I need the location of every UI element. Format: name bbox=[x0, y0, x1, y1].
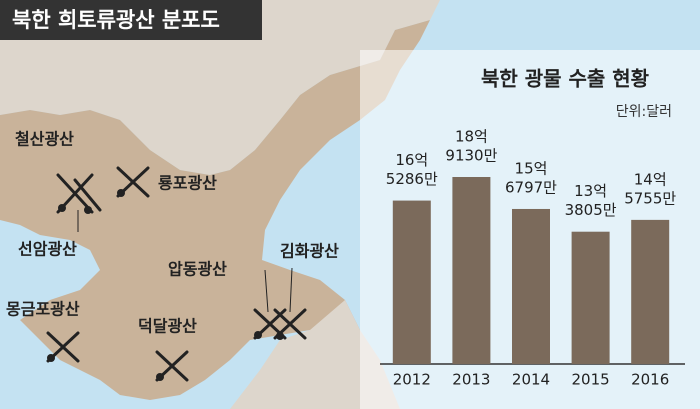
mine-label: 철산광산 bbox=[15, 130, 74, 149]
unit-label: 단위:달러 bbox=[616, 104, 672, 120]
mine-icon bbox=[116, 166, 150, 198]
mine-icon bbox=[46, 331, 80, 363]
x-tick-label: 2012 bbox=[393, 371, 431, 389]
leader-line bbox=[264, 269, 269, 313]
value-label: 13억 bbox=[574, 182, 607, 200]
x-tick-label: 2014 bbox=[512, 371, 550, 389]
bar bbox=[571, 231, 610, 364]
value-label: 6797만 bbox=[505, 178, 557, 196]
chart-title: 북한 광물 수출 현황 bbox=[481, 67, 650, 91]
mine-icon bbox=[155, 350, 189, 382]
bar bbox=[452, 177, 491, 364]
value-label: 18억 bbox=[455, 128, 488, 146]
value-label: 14억 bbox=[634, 170, 667, 188]
value-label: 3805만 bbox=[565, 201, 617, 219]
mine-label: 몽금포광산 bbox=[6, 300, 80, 319]
mine-label: 압동광산 bbox=[168, 260, 227, 279]
north-korea bbox=[0, 0, 440, 400]
bar bbox=[392, 200, 431, 364]
mine-icon bbox=[253, 308, 307, 340]
mine-label: 덕달광산 bbox=[138, 317, 197, 336]
value-label: 5755만 bbox=[624, 189, 676, 207]
mine-label: 김화광산 bbox=[280, 242, 339, 261]
value-label: 16억 bbox=[395, 151, 428, 169]
bar bbox=[512, 208, 550, 364]
x-tick-label: 2016 bbox=[631, 371, 669, 389]
x-tick-label: 2015 bbox=[572, 371, 610, 389]
china-land bbox=[0, 0, 440, 175]
mine-icon bbox=[56, 173, 102, 214]
value-label: 15억 bbox=[515, 159, 548, 177]
x-tick-label: 2013 bbox=[452, 371, 490, 389]
map-title: 북한 희토류광산 분포도 bbox=[12, 8, 220, 32]
value-label: 5286만 bbox=[386, 170, 438, 188]
value-label: 9130만 bbox=[445, 147, 497, 165]
mine-label: 선암광산 bbox=[18, 240, 77, 259]
bar bbox=[631, 219, 670, 364]
south-land bbox=[230, 300, 400, 409]
title-box bbox=[0, 0, 262, 40]
mine-label: 룡포광산 bbox=[158, 174, 217, 193]
leader-line bbox=[289, 267, 293, 313]
